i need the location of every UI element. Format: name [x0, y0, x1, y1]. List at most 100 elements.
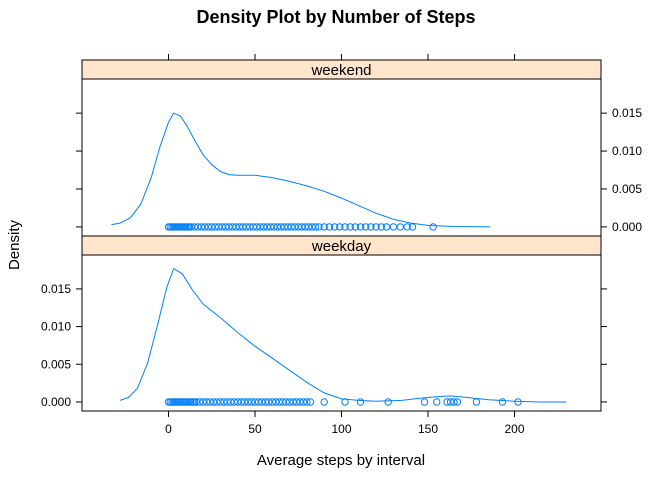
- rug-point: [498, 398, 507, 406]
- rug-point: [453, 398, 462, 406]
- rug-point: [268, 398, 276, 406]
- rug-point: [311, 223, 320, 231]
- rug-point: [367, 223, 375, 231]
- rug-point: [197, 223, 206, 231]
- rug-point: [261, 398, 270, 406]
- rug-point: [296, 398, 304, 406]
- y-tick-label: 0.000: [41, 395, 71, 409]
- rug-point: [249, 223, 258, 231]
- rug-point: [372, 223, 380, 231]
- x-tick-label: 50: [248, 422, 262, 436]
- rug-point: [429, 223, 437, 231]
- rug-point: [315, 223, 323, 231]
- rug-point: [341, 223, 349, 231]
- rug-point: [351, 223, 359, 231]
- rug-point: [443, 398, 451, 406]
- rug-point: [265, 398, 273, 406]
- y-tick-label: 0.000: [612, 220, 642, 234]
- rug-point: [320, 223, 328, 231]
- rug-point: [336, 223, 344, 231]
- rug-point: [346, 223, 354, 231]
- rug-point: [195, 398, 204, 406]
- rug-point: [420, 398, 429, 406]
- density-line-weekday: [119, 267, 567, 403]
- rug-point: [472, 398, 481, 406]
- rug-point: [270, 223, 278, 231]
- rug-point: [396, 223, 404, 231]
- rug-point: [242, 223, 251, 231]
- rug-point: [389, 223, 398, 231]
- rug-point: [275, 398, 283, 406]
- x-tick-label: 0: [165, 422, 172, 436]
- y-tick-label: 0.010: [41, 320, 71, 334]
- rug-point: [291, 223, 299, 231]
- rug-point: [246, 223, 254, 231]
- axes: 0 50 100 150 200 0.000 0.005 0.010 0.015 0.000 0.0…: [41, 54, 642, 436]
- strip-label-weekend: weekend: [310, 62, 371, 79]
- rug-point: [298, 223, 306, 231]
- rug-point: [341, 398, 349, 406]
- panel-weekend: weekend: [81, 59, 602, 237]
- rug-point: [377, 223, 385, 231]
- rug-point: [192, 398, 200, 406]
- rug-point: [216, 398, 225, 406]
- rug-point: [211, 223, 219, 231]
- panel-weekday: weekday: [81, 235, 602, 412]
- rug-point: [330, 223, 339, 231]
- rug-point: [299, 398, 308, 406]
- rug-point: [287, 223, 295, 231]
- rug-point: [306, 398, 315, 406]
- rug-point: [280, 223, 289, 231]
- rug-point: [433, 398, 441, 406]
- x-tick-label: 100: [331, 422, 351, 436]
- density-line-weekend: [111, 112, 491, 228]
- rug-point: [303, 398, 311, 406]
- rug-point: [294, 223, 302, 231]
- rug-point: [259, 223, 268, 231]
- rug-point: [284, 223, 292, 231]
- panel-frame-weekday: [81, 254, 602, 412]
- rug-point: [304, 223, 313, 231]
- rug-point: [239, 223, 247, 231]
- y-tick-label: 0.015: [612, 106, 642, 120]
- rug-point: [234, 398, 242, 406]
- x-tick-label: 200: [504, 422, 524, 436]
- rug-point: [237, 398, 245, 406]
- rug-point: [263, 223, 271, 231]
- rug-point: [301, 223, 309, 231]
- rug-point: [282, 398, 290, 406]
- y-axis-label: Density: [6, 219, 23, 270]
- rug-point: [362, 223, 370, 231]
- rug-point: [273, 223, 282, 231]
- rug-point: [514, 398, 522, 406]
- rug-point: [215, 223, 223, 231]
- rug-point: [272, 398, 280, 406]
- rug-point: [382, 223, 391, 231]
- rug-point: [325, 223, 334, 231]
- rug-point: [384, 398, 392, 406]
- rug-point: [308, 223, 316, 231]
- strip-label-weekday: weekday: [311, 238, 372, 255]
- rug-point: [408, 223, 417, 231]
- rug-point: [277, 223, 285, 231]
- rug-point: [450, 398, 458, 406]
- rug-point: [356, 223, 365, 231]
- rug-point: [292, 398, 301, 406]
- rug-point: [213, 398, 221, 406]
- rug-point: [256, 223, 264, 231]
- rug-point: [289, 398, 297, 406]
- rug-point: [225, 223, 233, 231]
- y-tick-label: 0.010: [612, 144, 642, 158]
- panel-frame-weekend: [81, 78, 602, 237]
- rug-point: [285, 398, 294, 406]
- rug-point: [356, 398, 365, 406]
- rug-point: [279, 398, 287, 406]
- chart-title: Density Plot by Number of Steps: [196, 7, 475, 27]
- rug-point: [247, 398, 256, 406]
- rug-point: [446, 398, 455, 406]
- rug-point: [220, 398, 228, 406]
- rug-points-weekday: [164, 398, 522, 406]
- y-tick-label: 0.005: [612, 182, 642, 196]
- rug-point: [190, 223, 199, 231]
